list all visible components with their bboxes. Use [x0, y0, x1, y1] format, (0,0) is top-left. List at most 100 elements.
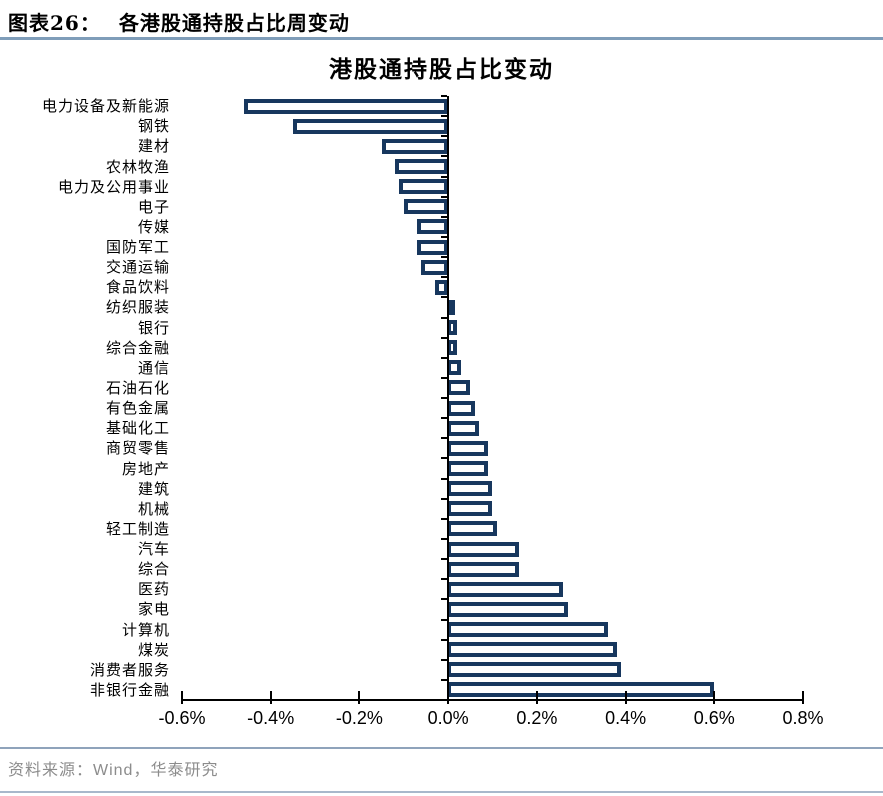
- chart-title: 港股通持股占比变动: [329, 56, 554, 83]
- x-tick: [713, 691, 716, 704]
- row-tick: [441, 256, 447, 259]
- category-label: 轻工制造: [105, 519, 170, 538]
- row-tick: [441, 598, 447, 601]
- row-tick: [441, 397, 447, 399]
- category-label: 医药: [137, 580, 170, 599]
- row-tick: [441, 95, 447, 97]
- category-label: 计算机: [121, 620, 170, 639]
- category-label: 电子: [137, 197, 170, 216]
- x-tick-label: 0.6%: [693, 708, 735, 728]
- category-label: 建材: [137, 137, 170, 156]
- figure-header: 图表26： 各港股通持股占比周变动: [8, 7, 350, 36]
- category-label: 纺织服装: [105, 298, 170, 317]
- bar: [447, 662, 621, 678]
- category-label: 基础化工: [105, 419, 170, 438]
- bar: [447, 420, 480, 436]
- x-tick-label: 0.4%: [605, 708, 647, 728]
- x-tick: [269, 691, 272, 704]
- category-label: 汽车: [137, 540, 170, 558]
- x-tick: [358, 691, 361, 704]
- category-label: 消费者服务: [89, 660, 170, 679]
- row-tick: [441, 195, 447, 198]
- figure-title: 各港股通持股占比周变动: [118, 11, 350, 35]
- category-label: 家电: [137, 600, 170, 619]
- x-tick: [181, 691, 183, 704]
- figure-number: 图表26：: [8, 11, 101, 35]
- row-tick: [441, 678, 447, 681]
- x-axis-line: [182, 699, 804, 701]
- row-tick: [441, 558, 447, 561]
- bar: [447, 360, 462, 376]
- category-label: 非银行金融: [89, 680, 170, 699]
- row-tick: [441, 658, 447, 661]
- row-tick: [441, 638, 447, 641]
- row-tick: [441, 618, 447, 621]
- category-label: 食品饮料: [105, 278, 170, 297]
- row-tick: [441, 336, 447, 339]
- footer-divider-bottom: [0, 791, 883, 793]
- zero-axis-line: [447, 96, 449, 700]
- category-label: 商贸零售: [105, 439, 170, 458]
- category-label: 机械: [137, 499, 170, 518]
- category-label: 交通运输: [105, 258, 170, 277]
- category-label: 石油石化: [105, 378, 170, 397]
- category-label: 电力设备及新能源: [41, 97, 170, 116]
- row-tick: [441, 417, 447, 420]
- bar: [447, 541, 519, 557]
- row-tick: [441, 437, 447, 440]
- x-tick-label: 0.2%: [516, 708, 558, 728]
- row-tick: [441, 356, 447, 359]
- category-label: 综合金融: [105, 338, 170, 357]
- row-tick: [441, 376, 447, 379]
- row-tick: [441, 477, 447, 480]
- category-label: 国防军工: [105, 238, 170, 256]
- bar: [416, 219, 448, 235]
- bar: [447, 461, 488, 476]
- category-label: 银行: [137, 318, 170, 337]
- x-tick: [447, 691, 450, 704]
- bar: [416, 239, 448, 255]
- x-tick: [802, 691, 804, 704]
- bar: [394, 159, 448, 174]
- row-tick: [441, 457, 447, 460]
- row-tick: [441, 175, 447, 178]
- category-label: 传媒: [137, 217, 170, 236]
- category-label: 建筑: [137, 479, 170, 498]
- x-tick: [535, 691, 538, 704]
- row-tick: [441, 497, 447, 500]
- bar: [447, 440, 488, 456]
- category-label: 电力及公用事业: [57, 177, 170, 196]
- category-label: 房地产: [121, 459, 170, 478]
- footer-divider-top: [0, 747, 883, 749]
- bar: [447, 561, 519, 577]
- row-tick: [441, 235, 447, 238]
- bar: [447, 501, 493, 517]
- row-tick: [441, 135, 447, 138]
- row-tick: [441, 316, 447, 319]
- bar: [447, 521, 497, 537]
- category-label: 煤炭: [137, 640, 170, 659]
- bar: [381, 138, 448, 154]
- x-tick: [624, 691, 627, 704]
- category-label: 综合: [137, 560, 170, 579]
- x-tick-label: -0.4%: [247, 708, 295, 728]
- row-tick: [441, 296, 447, 299]
- category-label: 农林牧渔: [105, 157, 170, 176]
- bar: [447, 581, 564, 597]
- bar: [447, 642, 617, 658]
- bar: [447, 400, 475, 416]
- row-tick: [441, 276, 447, 279]
- bar: [447, 380, 471, 396]
- bar: [447, 682, 715, 698]
- category-label: 通信: [137, 358, 170, 377]
- x-tick-label: 0.8%: [782, 708, 824, 728]
- bar: [447, 481, 493, 497]
- x-tick-label: 0.0%: [427, 708, 469, 728]
- bar: [292, 118, 449, 134]
- row-tick: [441, 578, 447, 581]
- bar: [447, 622, 608, 637]
- row-tick: [441, 115, 447, 118]
- row-tick: [441, 215, 447, 218]
- row-tick: [441, 537, 447, 540]
